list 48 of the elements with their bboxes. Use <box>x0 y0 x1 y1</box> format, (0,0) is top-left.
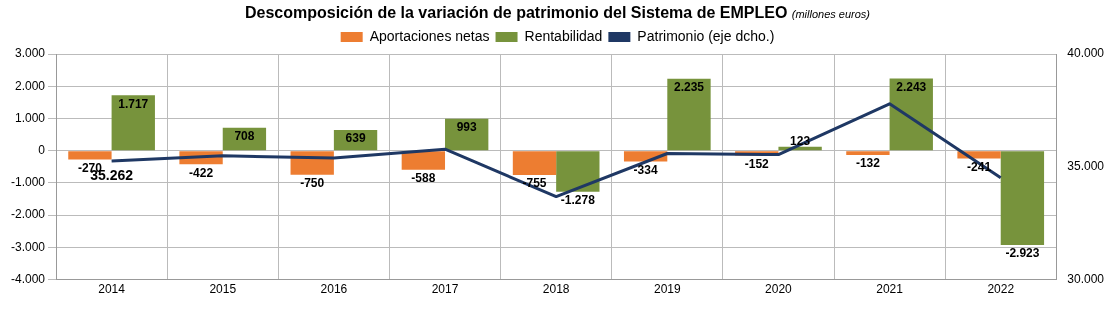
x-tick-label: 2014 <box>98 282 126 297</box>
data-label: 639 <box>345 131 366 146</box>
data-label: -132 <box>855 156 881 171</box>
x-tick-label: 2016 <box>320 282 348 297</box>
chart-title: Descomposición de la variación de patrimonio del Sistema de EMPLEO <box>244 4 788 21</box>
x-tick-label: 2017 <box>431 282 459 297</box>
x-tick-label: 2018 <box>542 282 570 297</box>
y-tick-label: 0 <box>38 143 46 157</box>
legend-label: Patrimonio (eje dcho.) <box>637 27 775 44</box>
y2-tick-label: 40.000 <box>1067 46 1105 61</box>
chart-subtitle: (millones euros) <box>791 8 871 20</box>
data-label: 2.235 <box>673 79 705 94</box>
data-label: -334 <box>633 162 658 177</box>
y2-tick-label: 30.000 <box>1067 271 1105 286</box>
data-label: -1.278 <box>560 193 596 208</box>
y-tick-label: 2.000 <box>14 78 46 93</box>
legend-label: Aportaciones netas <box>369 27 490 44</box>
bar <box>556 151 600 192</box>
y2-tick-label: 35.000 <box>1067 159 1105 174</box>
data-label: 1.717 <box>118 96 149 111</box>
x-tick-label: 2021 <box>876 282 904 297</box>
bar <box>667 78 711 151</box>
bar <box>1000 151 1045 245</box>
data-label: -588 <box>411 170 436 185</box>
x-tick-label: 2019 <box>653 282 681 297</box>
y-tick-label: 3.000 <box>14 46 46 61</box>
data-label: -152 <box>744 156 770 171</box>
bar <box>111 95 155 151</box>
bar <box>512 151 557 176</box>
bar <box>846 151 890 155</box>
data-label: 708 <box>234 129 255 144</box>
y-tick-label: 1.000 <box>14 110 46 125</box>
data-label: 993 <box>456 120 478 134</box>
legend-label: Rentabilidad <box>524 27 603 44</box>
data-label: -2.923 <box>1005 246 1040 261</box>
x-tick-label: 2022 <box>987 282 1015 297</box>
data-label: 2.243 <box>896 79 927 94</box>
y-tick-label: -3.000 <box>10 239 46 254</box>
data-label: -750 <box>300 176 325 191</box>
bar <box>68 151 112 160</box>
bar <box>401 151 446 170</box>
y-tick-label: -1.000 <box>10 175 46 190</box>
y-tick-label: -4.000 <box>10 271 46 286</box>
x-tick-label: 2020 <box>765 282 793 297</box>
data-label: -422 <box>189 165 214 180</box>
data-label: -755 <box>522 176 547 191</box>
x-tick-label: 2015 <box>209 282 237 297</box>
y-tick-label: -2.000 <box>10 207 46 222</box>
